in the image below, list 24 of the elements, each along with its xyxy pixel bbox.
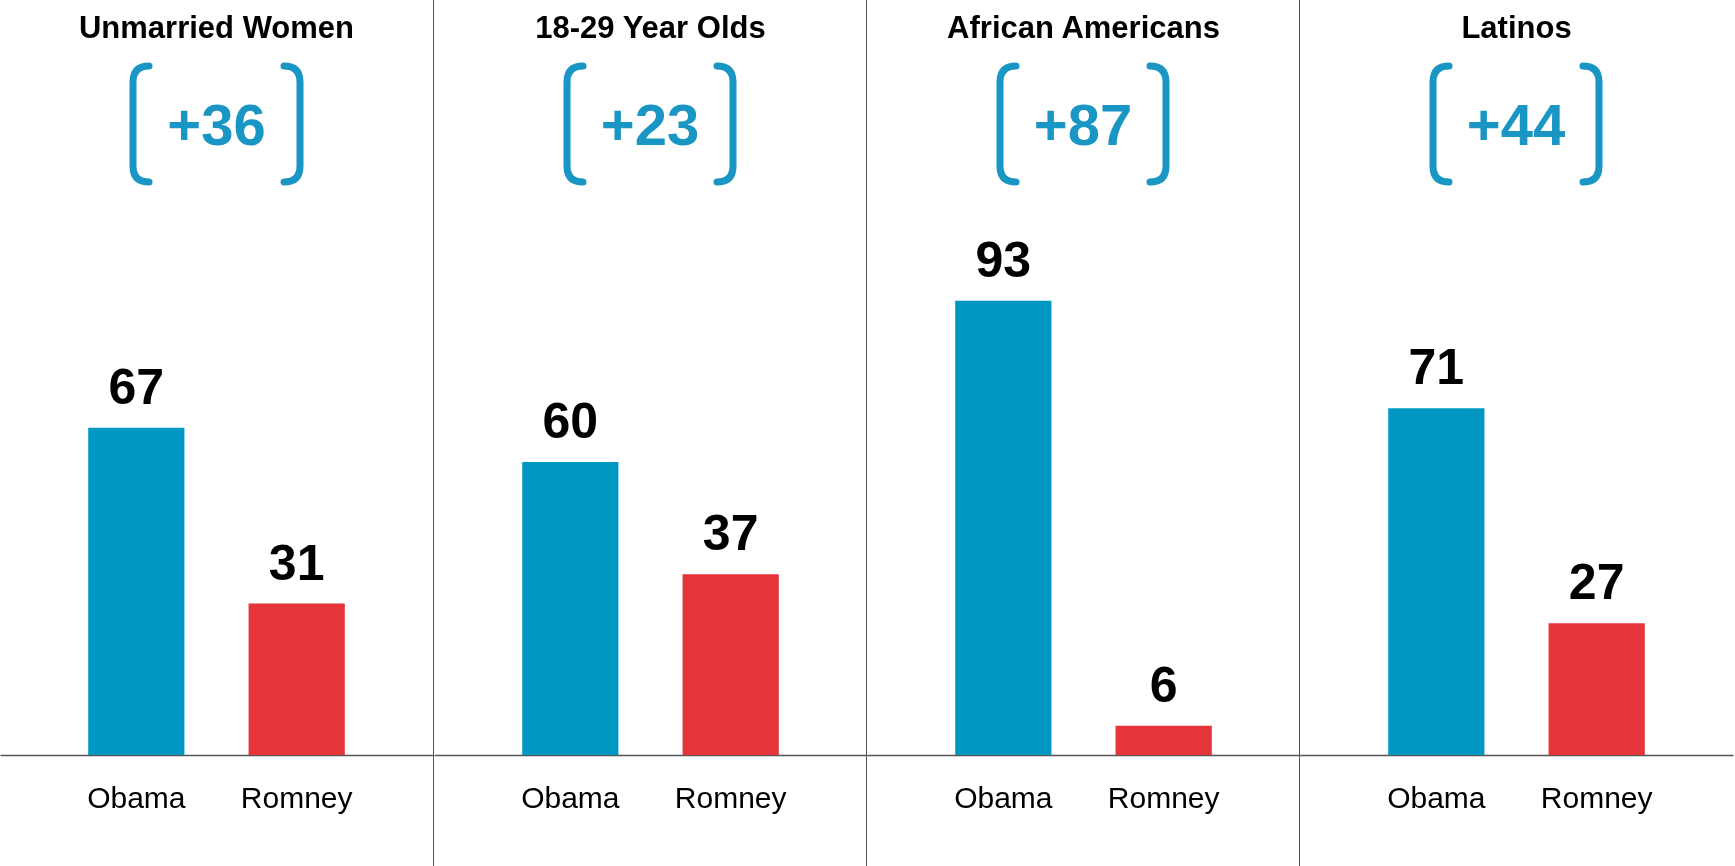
x-tick-label: Obama [521, 780, 620, 814]
x-tick-label: Romney [674, 780, 787, 814]
x-tick-label: Obama [954, 780, 1053, 814]
data-label: 93 [975, 231, 1032, 288]
text: +23 [599, 90, 701, 158]
text: +44 [1465, 90, 1567, 158]
data-label: 71 [1408, 339, 1465, 396]
x-tick-label: Romney [240, 780, 353, 814]
text: +87 [1032, 90, 1134, 158]
chart-title: African Americans [947, 10, 1220, 45]
x-tick-label: Romney [1107, 780, 1220, 814]
chart-title: Unmarried Women [78, 10, 355, 45]
text: +36 [166, 90, 267, 158]
x-tick-label: Obama [87, 780, 186, 814]
chart-title: 18-29 Year Olds [535, 10, 766, 45]
data-label: 6 [1149, 656, 1178, 713]
data-label: 60 [542, 392, 599, 449]
x-tick-label: Obama [1387, 780, 1486, 814]
data-label: 37 [702, 505, 759, 562]
data-label: 67 [108, 358, 165, 415]
data-label: 31 [268, 534, 325, 591]
x-tick-label: Romney [1540, 780, 1653, 814]
data-label: 27 [1568, 554, 1625, 611]
chart-title: Latinos [1461, 10, 1572, 45]
